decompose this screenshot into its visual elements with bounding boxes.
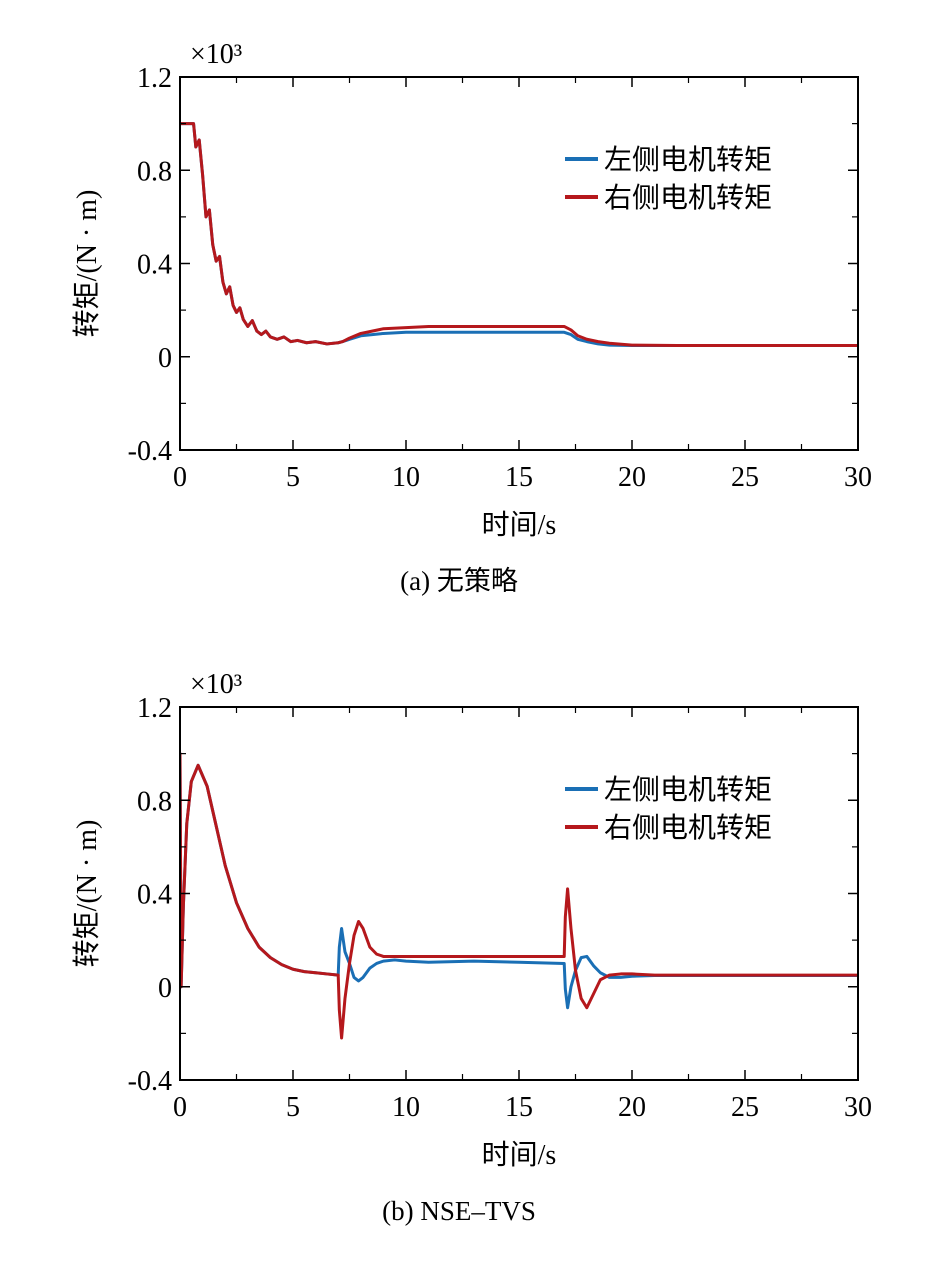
chart-a-svg: 0 5 10 15 20 25 30-0.400.40.81.2×10³时间/s转矩/(N … xyxy=(71,39,872,596)
x-axis-title: 时间/s xyxy=(482,1139,557,1171)
legend-label-right-motor: 右侧电机转矩 xyxy=(604,182,772,214)
chart-panel-b: 0 5 10 15 20 25 30 -0.4 0 0.4 0.8 1.2 ×10³ 时间/s 转矩/(N … xyxy=(0,630,945,1250)
x-tick-label: 25 xyxy=(731,1092,759,1123)
legend-label-right-motor: 右侧电机转矩 xyxy=(604,812,772,844)
chart-b-svg: 0 5 10 15 20 25 30-0.400.40.81.2×10³时间/s转矩/(N … xyxy=(71,669,872,1226)
x-tick-label: 5 xyxy=(286,462,300,493)
plot-frame xyxy=(179,706,859,1081)
x-axis-title: 时间/s xyxy=(482,509,557,541)
x-tick-label: 0 xyxy=(173,462,187,493)
chart-caption: (a) 无策略 xyxy=(400,566,518,596)
y-tick-label: -0.4 xyxy=(128,436,172,467)
legend-label-left-motor: 左侧电机转矩 xyxy=(604,144,772,176)
x-tick-label: 0 xyxy=(173,1092,187,1123)
series-line-right-motor xyxy=(180,752,858,1040)
y-tick-label: -0.4 xyxy=(128,1066,172,1097)
chart-caption: (b) NSE–TVS xyxy=(382,1196,536,1226)
y-tick-label: 0 xyxy=(158,973,172,1004)
y-multiplier: ×10³ xyxy=(190,669,242,700)
y-tick-label: 1.2 xyxy=(137,63,172,94)
legend-label-left-motor: 左侧电机转矩 xyxy=(604,774,772,806)
x-tick-label: 10 xyxy=(392,1092,420,1123)
series-group xyxy=(180,752,858,1040)
y-tick-label: 0.4 xyxy=(137,250,172,281)
x-tick-label: 15 xyxy=(505,462,533,493)
y-tick-label: 0.8 xyxy=(137,786,172,817)
y-tick-label: 1.2 xyxy=(137,693,172,724)
x-tick-label: 30 xyxy=(844,1092,872,1123)
y-tick-label: 0.8 xyxy=(137,156,172,187)
y-axis-title: 转矩/(N · m) xyxy=(71,820,103,968)
x-tick-label: 25 xyxy=(731,462,759,493)
y-multiplier: ×10³ xyxy=(190,39,242,70)
chart-panel-a: 0 5 10 15 20 25 30 -0.4 0 0.4 0.8 1.2 ×10³ 时间/s 转矩/(N … xyxy=(0,0,945,620)
x-tick-label: 10 xyxy=(392,462,420,493)
x-tick-label: 30 xyxy=(844,462,872,493)
y-tick-label: 0 xyxy=(158,343,172,374)
series-line-right-motor xyxy=(180,122,858,348)
x-tick-label: 20 xyxy=(618,1092,646,1123)
x-tick-label: 5 xyxy=(286,1092,300,1123)
x-tick-label: 20 xyxy=(618,462,646,493)
series-group xyxy=(180,122,858,348)
y-axis-title: 转矩/(N · m) xyxy=(71,190,103,338)
plot-frame xyxy=(179,76,859,451)
y-tick-label: 0.4 xyxy=(137,880,172,911)
x-tick-label: 15 xyxy=(505,1092,533,1123)
